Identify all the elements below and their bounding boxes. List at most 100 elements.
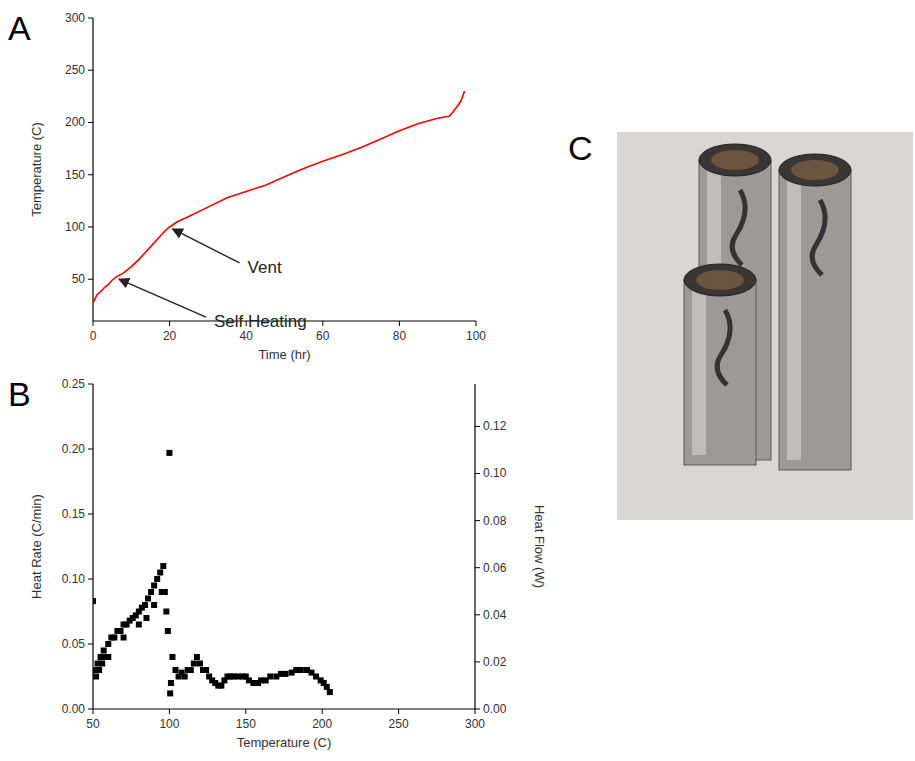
x-tick	[398, 709, 399, 714]
y2-tick	[475, 520, 480, 521]
marks	[93, 450, 333, 697]
cell-top	[684, 264, 756, 296]
y2-tick-label: 0.10	[483, 466, 507, 480]
y-tick-label: 0.10	[62, 572, 86, 586]
x-tick	[169, 709, 170, 714]
point	[160, 563, 166, 569]
x-tick	[475, 709, 476, 714]
y-tick	[88, 579, 93, 580]
point	[327, 689, 333, 695]
point	[166, 450, 172, 456]
point	[93, 674, 99, 680]
point	[218, 683, 224, 689]
point	[182, 674, 188, 680]
annotation: Vent	[248, 258, 282, 277]
x-tick	[476, 321, 477, 326]
y-tick-label: 150	[65, 168, 85, 182]
x-tick	[322, 709, 323, 714]
cell-highlight	[692, 290, 706, 455]
y2-tick	[475, 661, 480, 662]
cell-top	[699, 144, 771, 176]
cell-body	[779, 170, 851, 470]
point	[197, 661, 203, 667]
x-tick-label: 0	[90, 329, 97, 343]
point	[101, 648, 107, 654]
y-tick-label: 0.00	[62, 702, 86, 716]
y-tick	[88, 384, 93, 385]
line	[93, 91, 465, 303]
point	[163, 609, 169, 615]
cell-top	[779, 154, 851, 186]
y-axis-title: Temperature (C)	[29, 122, 44, 217]
x-tick-label: 50	[86, 717, 100, 731]
annotation: Self Heating	[214, 312, 307, 331]
point	[118, 628, 124, 634]
x-axis-title: Time (hr)	[258, 347, 310, 362]
cell-soot	[717, 310, 730, 385]
panel-label: C	[568, 129, 593, 167]
y-axis-line	[92, 18, 93, 321]
point	[93, 598, 96, 604]
point	[105, 654, 111, 660]
marks	[93, 91, 465, 303]
point	[165, 628, 171, 634]
panel-0: A02040608010050100150200250300Time (hr)T…	[8, 9, 486, 362]
point	[142, 602, 148, 608]
point	[194, 654, 200, 660]
y-axis-line	[92, 384, 93, 709]
x-tick-label: 200	[312, 717, 332, 731]
x-tick-label: 20	[163, 329, 177, 343]
y2-tick-label: 0.04	[483, 608, 507, 622]
y2-tick-label: 0.12	[483, 419, 507, 433]
point	[168, 680, 174, 686]
y2-axis-line	[474, 384, 475, 709]
x-tick-label: 300	[465, 717, 485, 731]
y-tick-label: 0.05	[62, 637, 86, 651]
cell-vent	[696, 270, 744, 290]
y-tick	[88, 279, 93, 280]
point	[154, 576, 160, 582]
point	[105, 641, 111, 647]
x-axis-title: Temperature (C)	[237, 735, 332, 750]
point	[159, 589, 165, 595]
y-tick-label: 0.20	[62, 442, 86, 456]
cell-soot	[732, 190, 745, 265]
y2-tick-label: 0.00	[483, 702, 507, 716]
point	[169, 654, 175, 660]
y-tick	[88, 174, 93, 175]
photo-background	[617, 132, 913, 520]
y-tick	[88, 226, 93, 227]
x-tick-label: 100	[466, 329, 486, 343]
y-tick-label: 0.15	[62, 507, 86, 521]
point	[324, 684, 330, 690]
point	[191, 661, 197, 667]
photo-panel: C	[568, 129, 913, 520]
point	[151, 602, 157, 608]
cell-vent	[711, 150, 759, 170]
point	[136, 622, 142, 628]
point	[96, 667, 102, 673]
point	[151, 583, 157, 589]
y-tick	[88, 18, 93, 19]
x-tick	[169, 321, 170, 326]
y-tick-label: 0.25	[62, 377, 86, 391]
y-tick	[88, 449, 93, 450]
point	[157, 570, 163, 576]
x-tick	[245, 709, 246, 714]
point	[267, 674, 273, 680]
panel-label: B	[8, 375, 31, 413]
y-tick-label: 200	[65, 115, 85, 129]
y-tick	[88, 709, 93, 710]
annotation-arrow	[119, 279, 206, 317]
y-tick-label: 250	[65, 63, 85, 77]
y-tick-label: 50	[72, 272, 86, 286]
y2-tick	[475, 614, 480, 615]
x-tick-label: 100	[159, 717, 179, 731]
y-tick-label: 300	[65, 11, 85, 25]
point	[188, 667, 194, 673]
point	[148, 589, 154, 595]
x-tick	[93, 321, 94, 326]
x-tick-label: 60	[316, 329, 330, 343]
point	[167, 690, 173, 696]
x-tick	[93, 709, 94, 714]
